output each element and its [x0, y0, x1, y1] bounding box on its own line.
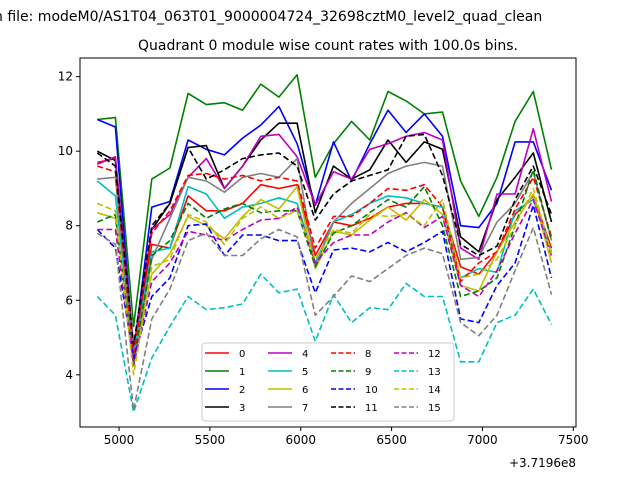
- y-tick-label: 12: [58, 70, 73, 84]
- legend-label-2: 2: [239, 385, 245, 396]
- series-line-7: [97, 157, 553, 361]
- y-tick-label: 6: [65, 293, 73, 307]
- series-line-9: [96, 169, 553, 365]
- legend-label-5: 5: [302, 367, 308, 378]
- x-tick-label: 7500: [558, 433, 589, 447]
- series-line-2: [96, 105, 553, 354]
- series-line-8: [97, 165, 553, 358]
- legend-label-4: 4: [302, 349, 308, 360]
- legend-label-0: 0: [239, 349, 245, 360]
- x-tick-label: 6500: [376, 433, 407, 447]
- legend-box: [201, 342, 455, 422]
- x-axis-offset-label: +3.7196e8: [509, 456, 576, 470]
- y-tick-label: 4: [65, 368, 73, 382]
- legend-label-15: 15: [428, 403, 441, 414]
- y-tick-label: 10: [58, 144, 73, 158]
- series-line-12: [97, 198, 553, 367]
- legend-label-12: 12: [428, 349, 441, 360]
- legend-label-7: 7: [302, 403, 308, 414]
- series-line-13: [96, 273, 553, 413]
- chart-title: Quadrant 0 module wise count rates with …: [138, 38, 518, 54]
- x-tick-label: 7000: [467, 433, 498, 447]
- legend-label-8: 8: [365, 349, 371, 360]
- x-tick-label: 5000: [104, 433, 135, 447]
- legend-label-6: 6: [302, 385, 308, 396]
- series-line-14: [96, 187, 553, 376]
- figure-suptitle: n file: modeM0/AS1T04_063T01_9000004724_…: [0, 9, 542, 25]
- legend-label-14: 14: [428, 385, 441, 396]
- axes-frame: [79, 57, 577, 428]
- legend-label-13: 13: [428, 367, 441, 378]
- series-line-11: [96, 133, 553, 346]
- legend-label-9: 9: [365, 367, 371, 378]
- legend-label-1: 1: [239, 367, 245, 378]
- series-line-10: [96, 204, 553, 359]
- legend-label-3: 3: [239, 403, 245, 414]
- legend-label-11: 11: [365, 403, 378, 414]
- x-tick-label: 5500: [195, 433, 226, 447]
- series-line-15: [96, 226, 553, 412]
- series-line-1: [97, 74, 553, 328]
- x-tick-label: 6000: [285, 433, 316, 447]
- y-tick-label: 8: [65, 219, 73, 233]
- legend-label-10: 10: [365, 385, 378, 396]
